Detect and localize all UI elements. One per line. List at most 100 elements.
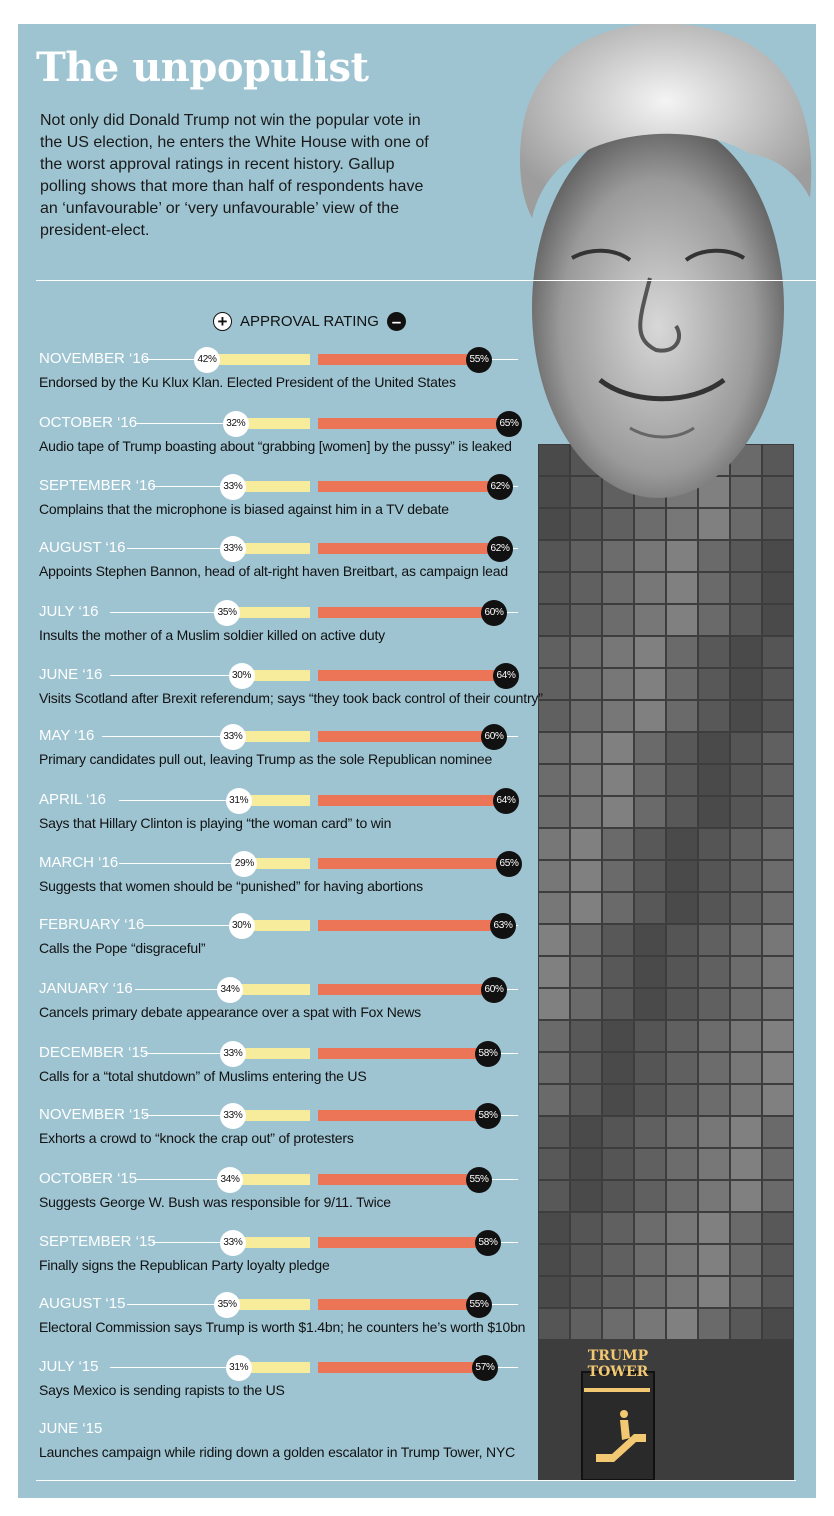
trailing-line [488,1115,518,1116]
trump-tower-illustration: TRUMP TOWER [538,444,794,1480]
disapproval-bar [318,795,506,806]
leader-line [135,423,236,424]
row-event: Launches campaign while riding down a go… [39,1444,515,1460]
row-month: APRIL ‘16 [39,791,106,808]
disapproval-label: 64% [493,788,519,814]
disapproval-bar [318,670,506,681]
disapproval-label: 58% [475,1230,501,1256]
row-event: Says that Hillary Clinton is playing “th… [39,815,392,831]
row-event: Says Mexico is sending rapists to the US [39,1382,285,1398]
trailing-line [479,1179,518,1180]
trailing-line [479,1304,518,1305]
row-month: JANUARY ‘16 [39,980,133,997]
chart-row: JUNE ‘16 30% 64% Visits Scotland after Brex… [18,663,543,720]
row-event: Endorsed by the Ku Klux Klan. Elected Pr… [39,374,456,390]
chart-row: OCTOBER ‘16 32% 65% Audio tape of Trump boa… [18,411,538,468]
plus-icon: + [213,312,232,331]
row-event: Finally signs the Republican Party loyal… [39,1257,330,1273]
row-month: SEPTEMBER ‘15 [39,1233,156,1250]
row-event: Appoints Stephen Bannon, head of alt-rig… [39,563,508,579]
intro-text: Not only did Donald Trump not win the po… [40,112,429,239]
leader-line [143,1053,233,1054]
row-month: JUNE ‘15 [39,1420,103,1437]
disapproval-label: 60% [481,724,507,750]
trailing-line [485,1367,518,1368]
approval-bar [207,354,310,365]
approval-label: 30% [228,663,255,689]
leader-line [127,548,233,549]
chart-row: APRIL ‘16 31% 64% Says that Hillary Clinton… [18,788,538,845]
approval-label: 33% [219,1230,246,1256]
row-event: Electoral Commission says Trump is worth… [39,1319,526,1335]
disapproval-bar [318,1299,479,1310]
row-event: Primary candidates pull out, leaving Tru… [39,751,493,767]
chart-row: SEPTEMBER ‘15 33% 58% Finally signs the Rep… [18,1230,538,1287]
chart-row: MARCH ‘16 29% 65% Suggests that women shoul… [18,851,538,908]
disapproval-label: 58% [475,1103,501,1129]
approval-label: 33% [219,724,246,750]
row-month: AUGUST ‘16 [39,539,126,556]
leader-line [135,989,231,990]
trailing-line [479,359,518,360]
minus-icon: – [386,312,406,331]
divider-bottom [36,1480,796,1481]
approval-label: 34% [217,977,244,1003]
disapproval-bar [318,1110,488,1121]
row-month: JULY ‘15 [39,1358,99,1375]
leader-line [151,486,233,487]
disapproval-label: 57% [472,1355,498,1381]
disapproval-bar [318,607,494,618]
leader-line [110,612,228,613]
chart-row: JANUARY ‘16 34% 60% Cancels primary debate … [18,977,538,1034]
trump-face-illustration [520,24,812,498]
disapproval-bar [318,731,494,742]
leader-line [118,800,239,801]
trailing-line [488,1053,518,1054]
chart-row: JULY ‘16 35% 60% Insults the mother of a Mu… [18,600,538,657]
disapproval-bar [318,1048,488,1059]
approval-bar [232,731,310,742]
leader-line [151,1242,233,1243]
row-month: AUGUST ‘15 [39,1295,126,1312]
row-event: Suggests that women should be “punished”… [39,878,423,894]
approval-bar [232,1237,310,1248]
chart-row: NOVEMBER ‘15 33% 58% Exhorts a crowd to “kn… [18,1103,538,1160]
disapproval-label: 60% [481,977,507,1003]
disapproval-label: 60% [481,600,507,626]
leader-line [127,1304,228,1305]
row-event: Exhorts a crowd to “knock the crap out” … [39,1130,354,1146]
approval-bar [238,1362,310,1373]
disapproval-label: 64% [493,663,519,689]
approval-label: 30% [228,913,255,939]
leader-line [143,359,208,360]
row-event: Visits Scotland after Brexit referendum;… [39,690,543,706]
row-month: NOVEMBER ‘16 [39,350,150,367]
approval-label: 35% [214,600,241,626]
disapproval-label: 62% [487,536,513,562]
row-month: FEBRUARY ‘16 [39,916,145,933]
chart-row: AUGUST ‘16 33% 62% Appoints Stephen Bannon,… [18,536,538,593]
divider-top [36,280,816,281]
disapproval-bar [318,920,503,931]
chart-row: AUGUST ‘15 35% 55% Electoral Commission say… [18,1292,538,1349]
approval-label: 31% [225,788,252,814]
chart-row: NOVEMBER ‘16 42% 55% Endorsed by the Ku Klu… [18,347,538,404]
row-month: OCTOBER ‘16 [39,414,138,431]
approval-label: 33% [219,1041,246,1067]
approval-bar [232,1048,310,1059]
disapproval-bar [318,858,509,869]
row-event: Complains that the microphone is biased … [39,501,449,517]
leader-line [135,1179,231,1180]
leader-line [118,863,245,864]
approval-bar [244,858,310,869]
approval-label: 42% [194,347,221,373]
page-title: The unpopulist [36,44,369,91]
row-event: Calls for a “total shutdown” of Muslims … [39,1068,367,1084]
approval-label: 33% [219,536,246,562]
approval-label: 31% [225,1355,252,1381]
disapproval-label: 55% [466,347,492,373]
approval-label: 33% [219,1103,246,1129]
chart-row: JULY ‘15 31% 57% Says Mexico is sending rap… [18,1355,538,1412]
approval-bar [232,481,310,492]
approval-label: 32% [222,411,249,437]
